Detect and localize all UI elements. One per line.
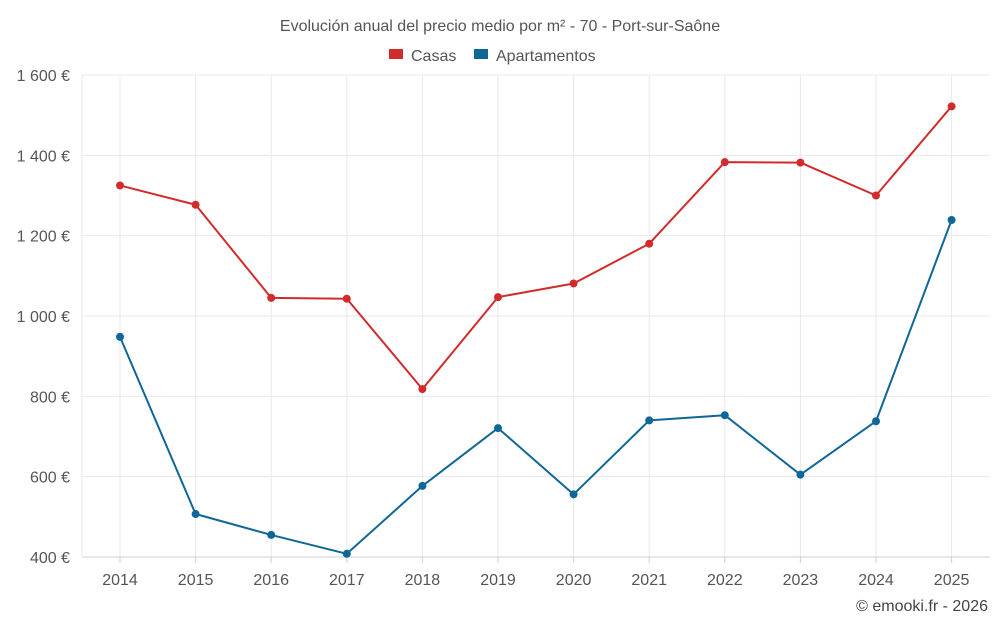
- data-point-casas[interactable]: [872, 192, 880, 200]
- legend-label-casas: Casas: [411, 48, 456, 65]
- data-point-apartamentos[interactable]: [192, 510, 200, 518]
- data-point-apartamentos[interactable]: [645, 416, 653, 424]
- x-tick-label: 2021: [631, 572, 667, 589]
- series-area: [116, 102, 956, 557]
- x-tick-label: 2016: [253, 572, 289, 589]
- x-tick-label: 2018: [405, 572, 441, 589]
- series-line-apartamentos: [120, 220, 952, 554]
- x-tick-label: 2020: [556, 572, 592, 589]
- x-tick-label: 2017: [329, 572, 365, 589]
- x-tick-label: 2024: [858, 572, 894, 589]
- series-casas: [116, 102, 956, 393]
- legend-swatch-casas: [389, 49, 403, 59]
- y-tick-label: 600 €: [30, 470, 70, 487]
- data-point-casas[interactable]: [116, 181, 124, 189]
- y-tick-label: 800 €: [30, 389, 70, 406]
- grid: [82, 75, 990, 557]
- data-point-apartamentos[interactable]: [570, 490, 578, 498]
- data-point-casas[interactable]: [948, 102, 956, 110]
- data-point-apartamentos[interactable]: [116, 333, 124, 341]
- data-point-casas[interactable]: [343, 295, 351, 303]
- data-point-casas[interactable]: [796, 159, 804, 167]
- x-tick-label: 2019: [480, 572, 516, 589]
- x-tick-label: 2022: [707, 572, 743, 589]
- data-point-apartamentos[interactable]: [721, 411, 729, 419]
- data-point-apartamentos[interactable]: [872, 417, 880, 425]
- data-point-casas[interactable]: [570, 279, 578, 287]
- data-point-casas[interactable]: [418, 385, 426, 393]
- data-point-casas[interactable]: [645, 240, 653, 248]
- y-tick-label: 1 000 €: [17, 309, 70, 326]
- data-point-casas[interactable]: [721, 158, 729, 166]
- credit-text: © emooki.fr - 2026: [856, 598, 988, 615]
- data-point-apartamentos[interactable]: [267, 531, 275, 539]
- data-point-casas[interactable]: [494, 293, 502, 301]
- data-point-casas[interactable]: [267, 294, 275, 302]
- legend-label-apartamentos: Apartamentos: [496, 48, 596, 65]
- series-line-casas: [120, 106, 952, 389]
- data-point-casas[interactable]: [192, 201, 200, 209]
- y-tick-label: 1 200 €: [17, 229, 70, 246]
- chart-title: Evolución anual del precio medio por m² …: [280, 18, 720, 35]
- x-tick-label: 2014: [102, 572, 138, 589]
- x-tick-label: 2025: [934, 572, 970, 589]
- y-tick-label: 1 400 €: [17, 148, 70, 165]
- line-chart: 400 € 600 € 800 € 1 000 € 1 200 € 1 400 € 1 60…: [0, 0, 1000, 625]
- x-tick-label: 2023: [783, 572, 819, 589]
- data-point-apartamentos[interactable]: [343, 550, 351, 558]
- data-point-apartamentos[interactable]: [796, 471, 804, 479]
- legend-item-casas[interactable]: Casas: [389, 48, 456, 65]
- axes: 400 € 600 € 800 € 1 000 € 1 200 € 1 400 € 1 60…: [17, 68, 990, 589]
- legend-swatch-apartamentos: [474, 49, 488, 59]
- data-point-apartamentos[interactable]: [418, 482, 426, 490]
- legend-item-apartamentos[interactable]: Apartamentos: [474, 48, 596, 65]
- series-apartamentos: [116, 216, 956, 558]
- legend: Casas Apartamentos: [389, 48, 596, 65]
- y-tick-label: 400 €: [30, 550, 70, 567]
- data-point-apartamentos[interactable]: [948, 216, 956, 224]
- x-tick-label: 2015: [178, 572, 214, 589]
- y-tick-label: 1 600 €: [17, 68, 70, 85]
- data-point-apartamentos[interactable]: [494, 424, 502, 432]
